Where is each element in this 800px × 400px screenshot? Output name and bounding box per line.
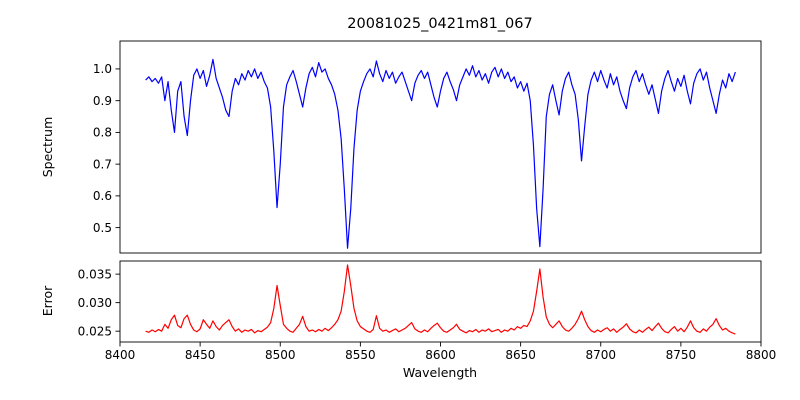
y-tick-label: 0.7 bbox=[93, 157, 112, 171]
x-tick-label: 8700 bbox=[585, 348, 616, 362]
error-line bbox=[145, 264, 736, 335]
y-axis-label-spectrum: Spectrum bbox=[40, 117, 55, 178]
x-tick-label: 8500 bbox=[265, 348, 296, 362]
x-tick-label: 8600 bbox=[425, 348, 456, 362]
plot-border bbox=[119, 260, 762, 343]
x-tick-label: 8400 bbox=[105, 348, 136, 362]
x-tick-label: 8650 bbox=[505, 348, 536, 362]
y-tick-label: 0.030 bbox=[78, 296, 112, 310]
y-axis-label-error: Error bbox=[40, 285, 55, 316]
x-tick-label: 8800 bbox=[746, 348, 777, 362]
spectrum-line bbox=[145, 58, 736, 249]
chart-title: 20081025_0421m81_067 bbox=[347, 16, 532, 32]
x-axis-label: Wavelength bbox=[403, 365, 477, 380]
x-tick-label: 8750 bbox=[666, 348, 697, 362]
x-tick-label: 8550 bbox=[345, 348, 376, 362]
y-tick-label: 0.5 bbox=[93, 221, 112, 235]
y-tick-label: 0.9 bbox=[93, 94, 112, 108]
x-tick-label: 8450 bbox=[185, 348, 216, 362]
y-tick-label: 0.8 bbox=[93, 126, 112, 140]
y-tick-label: 1.0 bbox=[93, 62, 112, 76]
y-tick-label: 0.6 bbox=[93, 189, 112, 203]
plot-border bbox=[119, 40, 762, 254]
y-tick-label: 0.035 bbox=[78, 267, 112, 281]
y-tick-label: 0.025 bbox=[78, 324, 112, 338]
